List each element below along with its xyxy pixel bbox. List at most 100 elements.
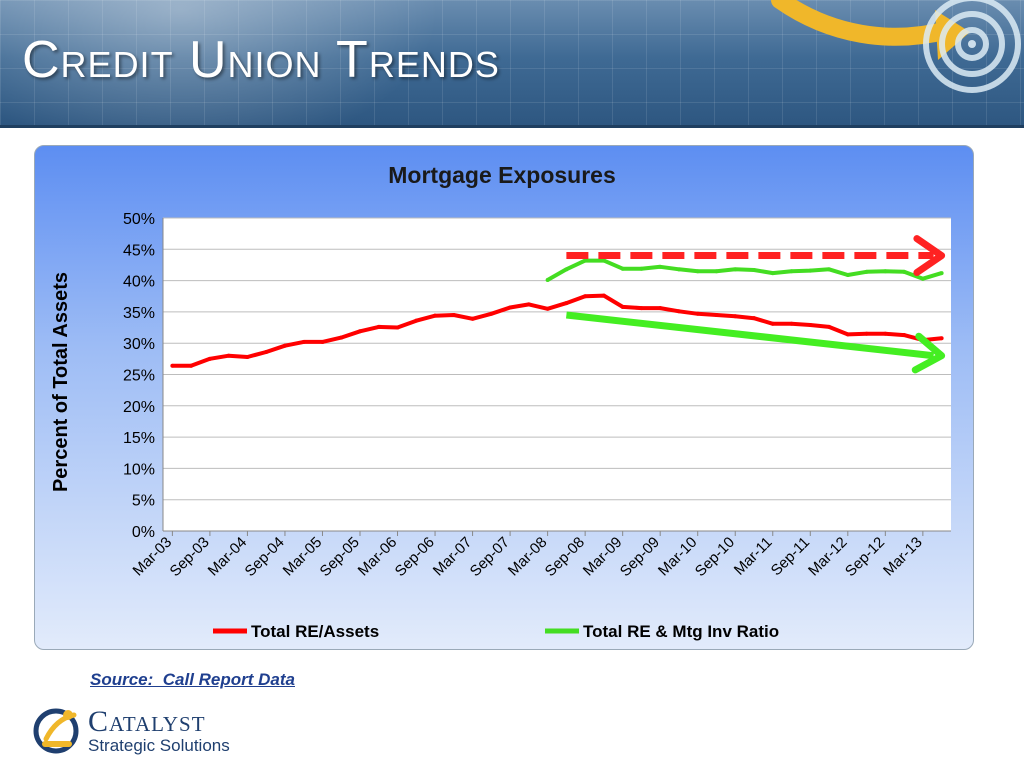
banner-stripe [0, 125, 1024, 128]
data-point [451, 313, 456, 318]
x-tick-label: Mar-09 [580, 534, 626, 580]
y-tick-label: 5% [132, 493, 155, 510]
chart-panel: Mortgage Exposures 0% 5% 10% 15% 20% 25% 30% 35… [34, 145, 974, 650]
y-tick-label: 10% [123, 461, 155, 478]
data-point [189, 363, 194, 368]
data-point [376, 324, 381, 329]
data-point [339, 335, 344, 340]
gridlines [163, 217, 951, 501]
data-point [827, 267, 832, 272]
data-point [658, 306, 663, 311]
data-point [207, 356, 212, 361]
data-point [620, 266, 625, 271]
x-tick-label: Sep-06 [392, 534, 438, 580]
x-tick-label: Mar-07 [430, 534, 476, 580]
arrow-head [911, 332, 946, 374]
data-point [770, 271, 775, 276]
data-point [601, 258, 606, 263]
data-point [733, 267, 738, 272]
data-point [564, 301, 569, 306]
data-point [320, 339, 325, 344]
data-point [845, 272, 850, 277]
data-point [676, 309, 681, 314]
banner-shine [0, 0, 440, 128]
data-point [864, 269, 869, 274]
x-tick-label: Sep-05 [317, 534, 363, 580]
y-tick-label: 25% [123, 368, 155, 385]
source-note: Source: Call Report Data [90, 670, 295, 689]
chart-title: Mortgage Exposures [388, 162, 616, 188]
data-point [489, 311, 494, 316]
y-tick-label: 0% [132, 524, 155, 541]
data-point [245, 354, 250, 359]
data-point [714, 269, 719, 274]
data-point [733, 314, 738, 319]
data-point [939, 336, 944, 341]
x-tick-label: Sep-04 [242, 534, 288, 580]
y-tick-label: 30% [123, 336, 155, 353]
x-tick-label: Sep-09 [617, 534, 663, 580]
data-point [545, 277, 550, 282]
data-point [789, 269, 794, 274]
mortgage-exposures-chart: Mortgage Exposures 0% 5% 10% 15% 20% 25% 30% 35… [50, 162, 951, 641]
data-point [752, 316, 756, 321]
data-point [827, 324, 832, 329]
data-point [395, 325, 400, 330]
x-tick-label: Sep-07 [467, 534, 513, 580]
data-point [508, 305, 513, 310]
series-line [546, 258, 943, 282]
page-title: Credit Union Trends [22, 31, 500, 89]
data-point [789, 321, 794, 326]
legend: Total RE/Assets Total RE & Mtg Inv Ratio [213, 622, 779, 641]
data-point [864, 331, 869, 336]
data-point [752, 267, 756, 272]
data-point [902, 333, 907, 338]
y-tick-label: 20% [123, 399, 155, 416]
data-point [358, 329, 362, 334]
y-tick-label: 45% [123, 242, 155, 259]
series-line [172, 293, 942, 368]
data-point [883, 269, 888, 274]
data-point [620, 304, 625, 309]
data-point [639, 306, 644, 311]
x-tick-label: Sep-11 [768, 534, 813, 579]
data-point [226, 353, 231, 358]
data-point [601, 293, 606, 298]
data-point [695, 269, 700, 274]
curved-arrow-icon [771, 0, 957, 46]
x-tick-label: Sep-03 [167, 534, 213, 580]
x-tick-label: Sep-08 [542, 534, 588, 580]
x-tick-label: Mar-08 [505, 534, 551, 580]
data-point [564, 267, 569, 272]
legend-label: Total RE/Assets [251, 622, 379, 641]
data-point [902, 269, 907, 274]
x-tick-label: Mar-10 [655, 534, 701, 580]
data-point [920, 276, 925, 281]
data-point [770, 321, 775, 326]
y-tick-label: 50% [123, 211, 155, 228]
x-tick-label: Sep-12 [842, 534, 888, 580]
data-point [170, 363, 175, 368]
title-banner: Credit Union Trends [0, 0, 1024, 128]
x-tick-label: Mar-04 [205, 534, 251, 580]
data-point [470, 316, 475, 321]
data-point [301, 339, 306, 344]
x-tick-label: Mar-12 [805, 534, 851, 580]
x-tick-label: Sep-10 [692, 534, 738, 580]
data-point [414, 318, 419, 323]
data-point [282, 343, 287, 348]
logo-tagline: Strategic Solutions [88, 736, 230, 755]
data-point [676, 267, 681, 272]
y-tick-label: 40% [123, 274, 155, 291]
x-tick-label: Mar-05 [280, 534, 326, 580]
x-axis-ticks: Mar-03Sep-03Mar-04Sep-04Mar-05Sep-05Mar-… [130, 531, 926, 580]
data-point [695, 311, 700, 316]
data-point [808, 268, 813, 273]
target-icon [771, 0, 1021, 93]
data-point [433, 313, 438, 318]
y-axis-label: Percent of Total Assets [50, 272, 72, 492]
axes [162, 218, 951, 532]
x-tick-label: Mar-06 [355, 534, 401, 580]
data-point [658, 264, 663, 269]
data-point [583, 294, 588, 299]
